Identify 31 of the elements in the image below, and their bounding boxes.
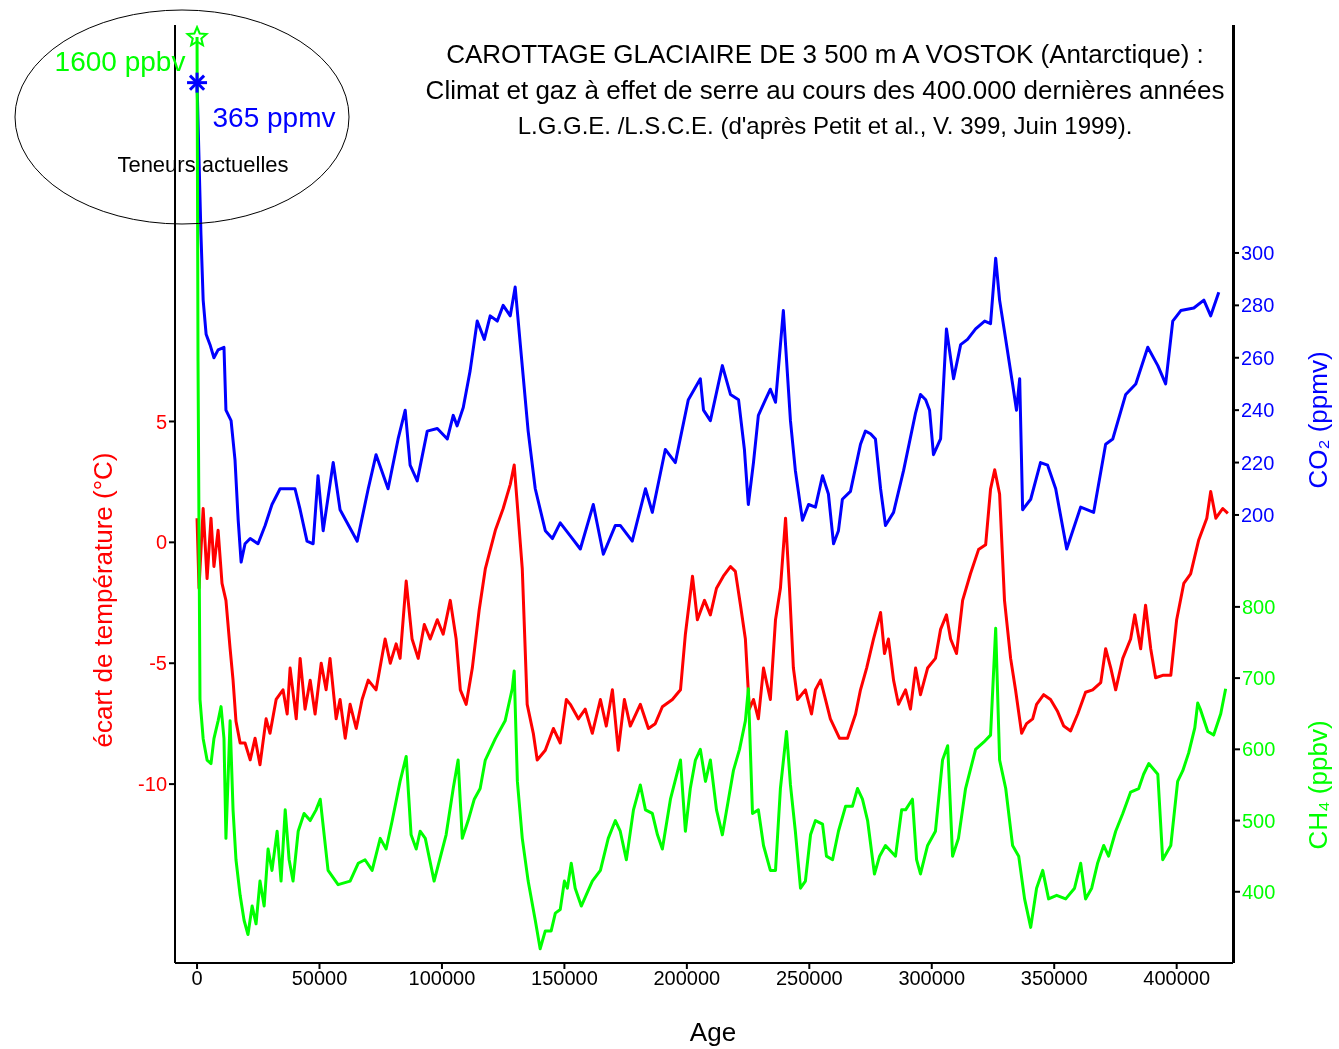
y3-tick-label: 500	[1242, 809, 1276, 832]
y2-tick-label: 220	[1241, 451, 1275, 474]
x-tick-label: 350000	[1020, 967, 1088, 990]
y2-tick-label: 200	[1241, 504, 1275, 527]
x-tick-label: 0	[191, 967, 203, 990]
y-tick-label: -10	[138, 773, 167, 796]
y-tick-label: -5	[149, 652, 167, 675]
text: L.G.G.E. /L.S.C.E. (d'après Petit et al., V. 399, Juin 1999).	[516, 111, 1134, 141]
y2-axis-title: CO₂ (ppmv)	[1302, 351, 1334, 489]
y2-tick-label: 240	[1241, 399, 1275, 422]
x-tick-label: 200000	[653, 967, 721, 990]
y-tick-label: 0	[155, 531, 167, 554]
y2-tick-label: 280	[1241, 294, 1275, 317]
y-axis-title: écart de température (°C)	[87, 452, 119, 748]
y3-tick-label: 400	[1242, 880, 1276, 903]
y3-tick-label: 600	[1242, 738, 1276, 761]
x-tick-label: 400000	[1143, 967, 1211, 990]
y3-tick-label: 800	[1242, 595, 1276, 618]
y-tick-label: 5	[155, 410, 167, 433]
x-tick-label: 150000	[531, 967, 598, 990]
x-tick-label: 250000	[775, 967, 843, 990]
y3-axis-title: CH₄ (ppbv)	[1302, 720, 1334, 850]
annotation: 365 ppmv	[212, 102, 336, 134]
y2-tick-label: 300	[1241, 242, 1275, 265]
x-axis-title: Age	[689, 1016, 737, 1048]
y3-tick-label: 700	[1242, 667, 1276, 690]
x-tick-label: 100000	[408, 967, 476, 990]
y2-tick-label: 260	[1241, 346, 1275, 369]
x-tick-label: 300000	[898, 967, 966, 990]
x-tick-label: 50000	[291, 967, 348, 990]
text: CAROTTAGE GLACIAIRE DE 3 500 m A VOSTOK (Antarctique) : Climat et gaz à effet de serre au cours des 400.000 dernières années	[425, 38, 1225, 107]
